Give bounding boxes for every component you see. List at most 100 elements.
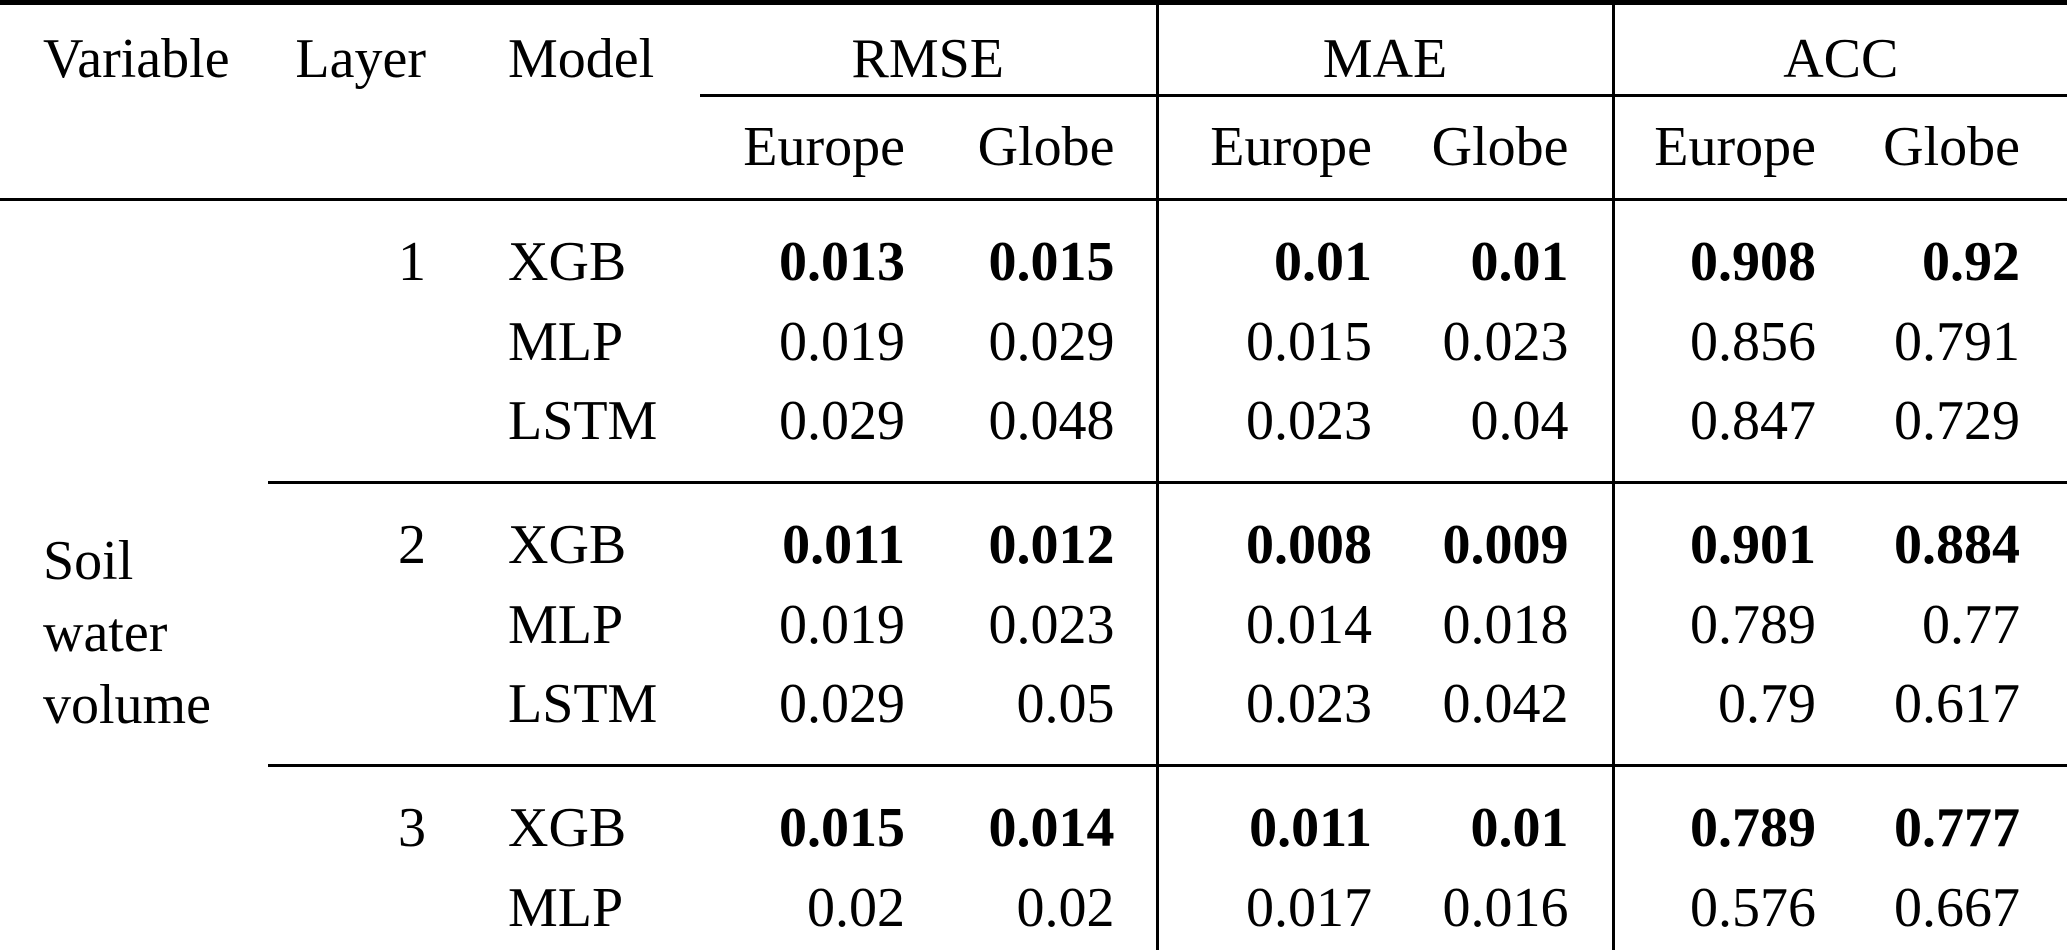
metric-value: 0.621 (1611, 945, 1837, 950)
metric-value: 0.617 (1894, 673, 2021, 736)
model-cell: XGB (508, 231, 627, 294)
table-row: 3 XGB 0.015 0.014 0.011 0.01 0.789 0.777 (0, 764, 2067, 873)
sub-header-mae-europe: Europe (1155, 95, 1392, 201)
col-header-variable: Variable (0, 2, 268, 201)
model-cell: XGB (440, 764, 700, 873)
layer-cell (268, 945, 440, 950)
model-cell: MLP (508, 594, 624, 657)
layer-cell (268, 379, 440, 483)
table-row: Soil water volume 1 XGB 0.013 0.015 0.01… (0, 199, 2067, 736)
model-cell: LSTM (508, 390, 658, 453)
metric-value: 0.023 (1155, 662, 1392, 766)
group-header-mae: MAE (1155, 2, 1614, 97)
sub-header-acc-europe: Europe (1611, 95, 1837, 201)
metric-value: 0.01 (1155, 199, 1392, 307)
group-header-acc: ACC (1611, 2, 2067, 97)
table-row: LSTM 0.033 0.051 0.027 0.043 0.621 0.475 (0, 945, 2067, 950)
metric-value: 0.791 (1894, 311, 2021, 374)
metric-value: 0.023 (1442, 311, 1569, 374)
metric-value: 0.884 (1836, 481, 2067, 590)
metric-value: 0.475 (1836, 945, 2067, 950)
metric-value: 0.789 (1611, 590, 1837, 662)
col-header-model: Model (440, 2, 700, 201)
metric-value: 0.027 (1155, 945, 1392, 950)
metric-value: 0.014 (1155, 590, 1392, 662)
metric-value: 0.04 (1470, 390, 1569, 453)
metric-value: 0.048 (988, 390, 1115, 453)
metric-value: 0.017 (1155, 873, 1392, 945)
metric-value: 0.856 (1611, 307, 1837, 379)
metric-value: 0.013 (779, 231, 905, 294)
metric-value: 0.02 (807, 877, 905, 940)
metric-value: 0.667 (1894, 877, 2021, 940)
metric-value: 0.02 (1016, 877, 1115, 940)
table-row: MLP 0.02 0.02 0.017 0.016 0.576 0.667 (0, 873, 2067, 945)
col-header-layer: Layer (268, 2, 440, 201)
table-row: LSTM 0.029 0.048 0.023 0.04 0.847 0.729 (0, 379, 2067, 483)
table-row: LSTM 0.029 0.05 0.023 0.042 0.79 0.617 (0, 662, 2067, 766)
metric-value: 0.029 (988, 311, 1115, 374)
metric-value: 0.729 (1894, 390, 2021, 453)
metric-value: 0.79 (1611, 662, 1837, 766)
metric-value: 0.847 (1611, 379, 1837, 483)
layer-cell (268, 873, 440, 945)
sub-header-acc-globe: Globe (1836, 95, 2067, 201)
metric-value: 0.92 (1922, 231, 2021, 294)
metric-value: 0.042 (1442, 673, 1569, 736)
table-row: MLP 0.019 0.029 0.015 0.023 0.856 0.791 (0, 307, 2067, 379)
variable-line: Soil (43, 530, 134, 592)
metric-value: 0.789 (1611, 764, 1837, 873)
model-cell: LSTM (440, 945, 700, 950)
metric-value: 0.009 (1392, 481, 1614, 590)
metric-value: 0.015 (700, 764, 925, 873)
sub-header-mae-globe: Globe (1392, 95, 1614, 201)
layer-cell: 3 (268, 764, 440, 873)
metric-value: 0.043 (1392, 945, 1613, 950)
sub-header-rmse-globe: Globe (925, 95, 1157, 201)
metric-value: 0.576 (1611, 873, 1837, 945)
metric-value: 0.029 (779, 390, 905, 453)
metric-value: 0.777 (1836, 764, 2067, 873)
metric-value: 0.05 (1016, 673, 1115, 736)
layer-cell (268, 662, 440, 766)
layer-cell: 2 (268, 481, 440, 590)
metric-value: 0.015 (1155, 307, 1392, 379)
metric-value: 0.01 (1470, 231, 1569, 294)
metric-value: 0.023 (1155, 379, 1392, 483)
metric-value: 0.051 (925, 945, 1157, 950)
metric-value: 0.008 (1155, 481, 1392, 590)
metric-value: 0.018 (1442, 594, 1569, 657)
metric-value: 0.015 (988, 231, 1115, 294)
metric-value: 0.01 (1392, 764, 1614, 873)
model-cell: LSTM (508, 673, 658, 736)
metric-value: 0.033 (700, 945, 925, 950)
metric-value: 0.019 (779, 594, 905, 657)
header-row-regions: Europe Globe Europe Globe Europe Globe (0, 95, 2067, 201)
metric-value: 0.908 (1611, 199, 1837, 307)
metric-value: 0.011 (700, 481, 925, 590)
table-row: 2 XGB 0.011 0.012 0.008 0.009 0.901 0.88… (0, 481, 2067, 590)
sub-header-rmse-europe: Europe (700, 95, 925, 201)
layer-cell (268, 590, 440, 662)
metric-value: 0.014 (925, 764, 1157, 873)
metric-value: 0.029 (779, 673, 905, 736)
group-header-rmse: RMSE (700, 2, 1157, 97)
model-cell: XGB (440, 481, 700, 590)
metric-value: 0.012 (925, 481, 1157, 590)
model-cell: MLP (508, 877, 624, 940)
metric-value: 0.023 (988, 594, 1115, 657)
metric-value: 0.016 (1442, 877, 1569, 940)
metric-value: 0.019 (779, 311, 905, 374)
metric-value: 0.901 (1611, 481, 1837, 590)
layer-cell (268, 307, 440, 379)
layer-cell: 1 (398, 231, 426, 294)
table-row: MLP 0.019 0.023 0.014 0.018 0.789 0.77 (0, 590, 2067, 662)
variable-line: water (43, 602, 168, 664)
variable-cell: Soil water volume (0, 200, 268, 950)
metric-value: 0.77 (1922, 594, 2021, 657)
metric-value: 0.011 (1155, 764, 1392, 873)
variable-line: volume (43, 674, 211, 736)
model-cell: MLP (508, 311, 624, 374)
